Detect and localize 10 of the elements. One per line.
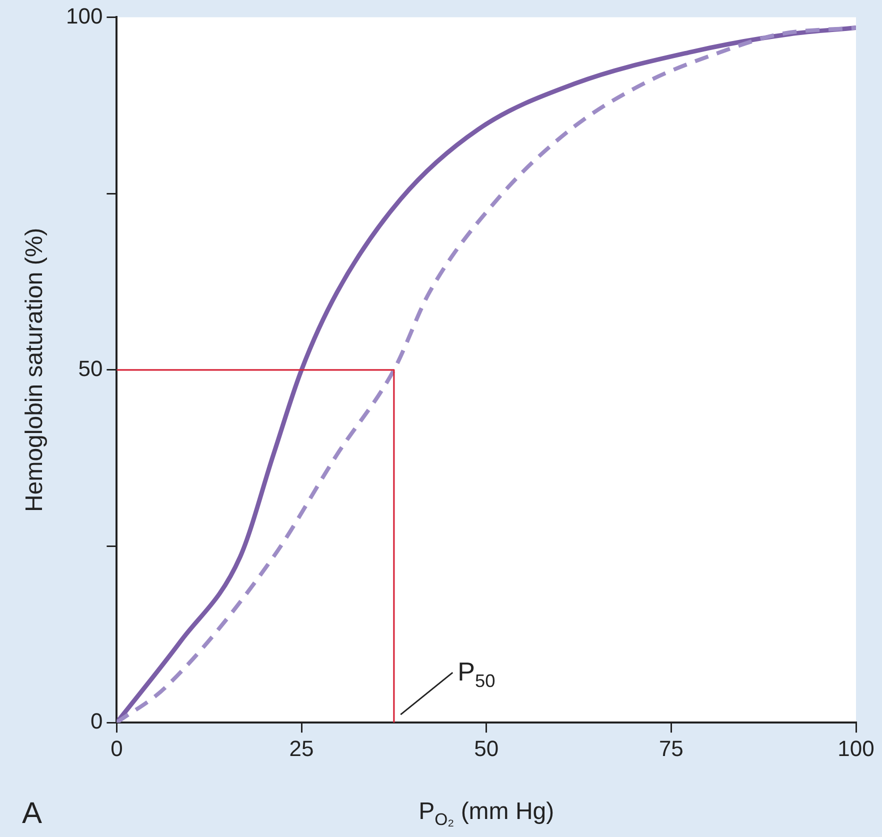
x-tick-label: 25	[289, 736, 314, 761]
x-tick-label: 50	[474, 736, 499, 761]
y-tick-label: 50	[78, 356, 103, 381]
y-tick-label: 100	[66, 3, 103, 28]
x-tick-label: 75	[658, 736, 684, 761]
y-tick-label: 0	[90, 708, 103, 734]
text: A	[22, 797, 42, 830]
y-axis-title: Hemoglobin saturation (%)	[21, 228, 48, 512]
x-tick-label: 0	[110, 736, 123, 761]
x-tick-label: 100	[838, 736, 874, 761]
